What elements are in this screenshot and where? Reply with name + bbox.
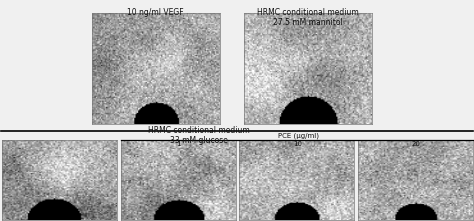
Text: 20: 20: [412, 141, 420, 147]
Text: 1: 1: [176, 141, 181, 147]
Text: 10: 10: [293, 141, 302, 147]
Text: HRMC conditional medium
33 mM glucose: HRMC conditional medium 33 mM glucose: [148, 126, 250, 145]
Text: PCE (μg/ml): PCE (μg/ml): [278, 133, 319, 139]
Text: 10 ng/ml VEGF: 10 ng/ml VEGF: [127, 8, 184, 17]
Text: HRMC conditional medium
27.5 mM mannitol: HRMC conditional medium 27.5 mM mannitol: [257, 8, 359, 27]
